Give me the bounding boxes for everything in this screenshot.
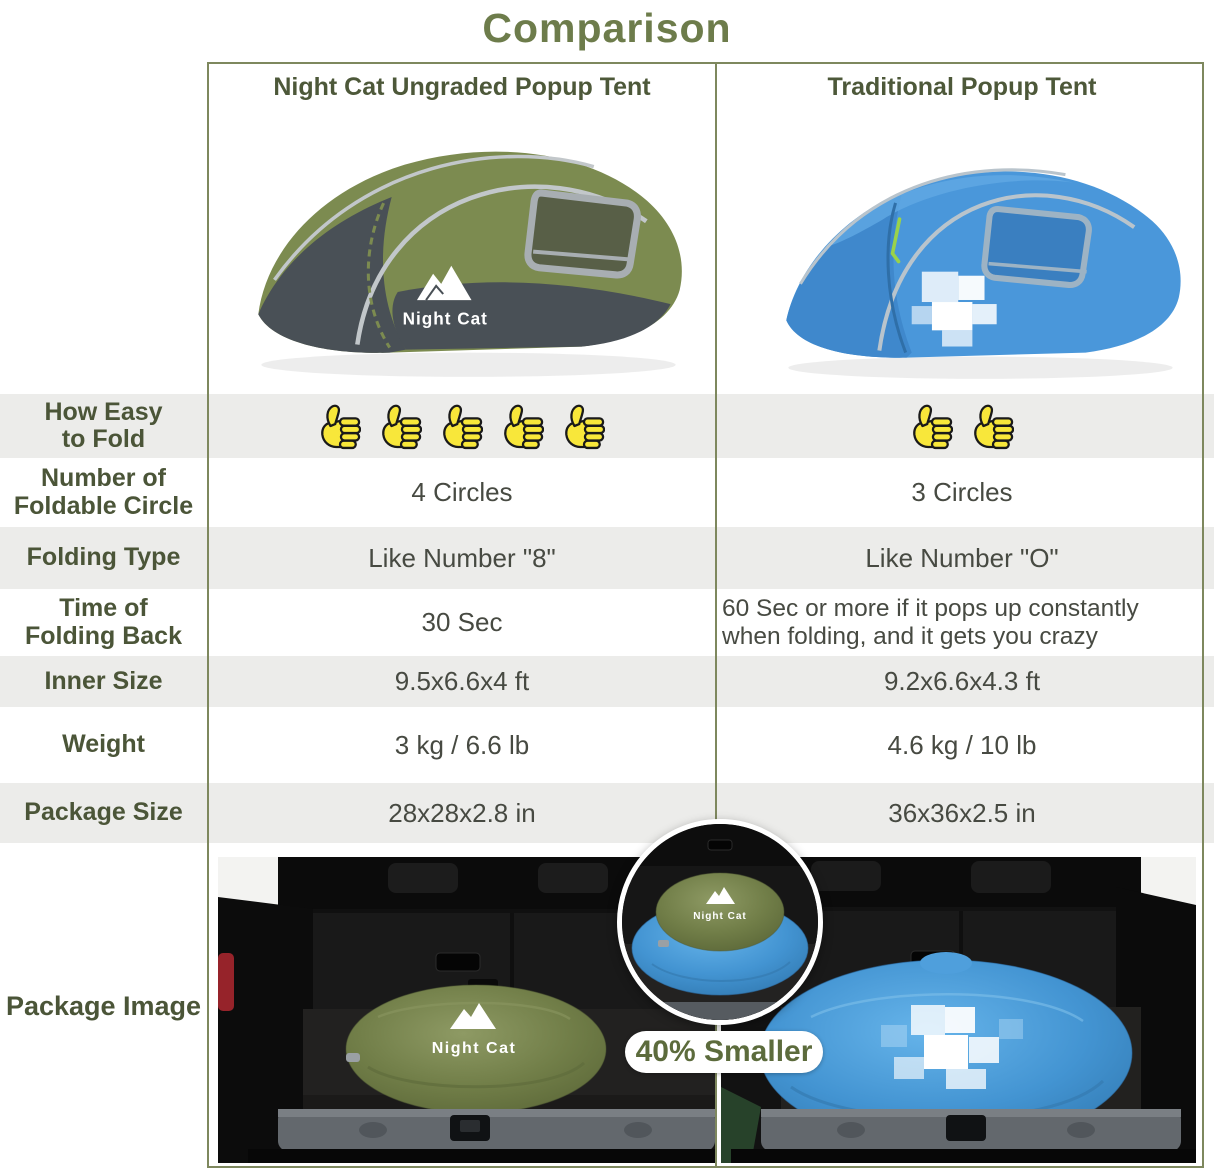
- thumbs-up-icon: [443, 404, 483, 450]
- cell-folding-time-night-cat: 30 Sec: [421, 607, 503, 637]
- cell-folding-time-traditional: 60 Sec or more if it pops up constantly …: [722, 594, 1139, 650]
- row-label-inner-size: Inner Size: [44, 666, 163, 695]
- thumbs-up-icon: [912, 404, 953, 450]
- thumbs-up-icon: [565, 404, 605, 450]
- size-comparison-circle: Night Cat: [617, 819, 823, 1025]
- row-band-package-size: [0, 783, 1214, 843]
- svg-text:Night Cat: Night Cat: [693, 911, 746, 922]
- svg-text:Night Cat: Night Cat: [432, 1040, 517, 1057]
- row-label-foldable-circle: Number of Foldable Circle: [13, 464, 194, 520]
- row-band-folding-type: [0, 527, 1214, 589]
- cell-weight-night-cat: 3 kg / 6.6 lb: [394, 729, 530, 760]
- traditional-tent-illustration: [786, 168, 1181, 379]
- row-label-how-easy: How Easy to Fold: [44, 397, 163, 453]
- column-header-night-cat: Night Cat Ungraded Popup Tent: [273, 72, 651, 101]
- green-disc: [655, 872, 785, 952]
- packed-tent-blue-disc: [759, 952, 1133, 1147]
- thumbs-rating-night-cat: [209, 396, 715, 456]
- cell-package-size-night-cat: 28x28x2.8 in: [388, 797, 536, 828]
- censored-logo-mosaic: [911, 271, 997, 347]
- thumbs-rating-traditional: [719, 396, 1205, 456]
- thumbs-up-icon: [504, 404, 544, 450]
- column-divider: [715, 62, 717, 1168]
- row-label-package-image: Package Image: [5, 990, 202, 1021]
- cell-circles-traditional: 3 Circles: [911, 477, 1013, 507]
- column-header-traditional: Traditional Popup Tent: [827, 72, 1097, 101]
- row-band-inner-size: [0, 656, 1214, 707]
- cell-folding-type-traditional: Like Number "O": [865, 542, 1059, 573]
- smaller-badge: 40% Smaller: [625, 1031, 823, 1073]
- row-label-weight: Weight: [62, 730, 145, 759]
- cell-package-size-traditional: 36x36x2.5 in: [888, 797, 1036, 828]
- cell-circles-night-cat: 4 Circles: [411, 477, 513, 507]
- row-label-folding-type: Folding Type: [26, 543, 181, 572]
- night-cat-tent-illustration: Night Cat: [258, 151, 682, 377]
- row-label-folding-time: Time of Folding Back: [25, 594, 182, 650]
- night-cat-logo: Night Cat: [403, 265, 488, 328]
- tent-window: [981, 205, 1092, 288]
- cell-inner-size-traditional: 9.2x6.6x4.3 ft: [883, 666, 1041, 696]
- thumbs-up-icon: [973, 404, 1014, 450]
- cell-inner-size-night-cat: 9.5x6.6x4 ft: [394, 666, 530, 696]
- cell-weight-traditional: 4.6 kg / 10 lb: [887, 729, 1037, 760]
- page-title: Comparison: [482, 5, 732, 51]
- thumbs-up-icon: [382, 404, 422, 450]
- size-comparison-photo: Night Cat: [622, 824, 818, 1020]
- censored-logo-mosaic: [881, 1005, 1023, 1089]
- tent-window: [524, 189, 641, 279]
- svg-text:Night Cat: Night Cat: [403, 308, 488, 328]
- cell-folding-type-night-cat: Like Number "8": [368, 542, 556, 573]
- thumbs-up-icon: [321, 404, 361, 450]
- row-label-package-size: Package Size: [24, 798, 183, 827]
- packed-tent-green-disc: Night Cat: [345, 984, 607, 1114]
